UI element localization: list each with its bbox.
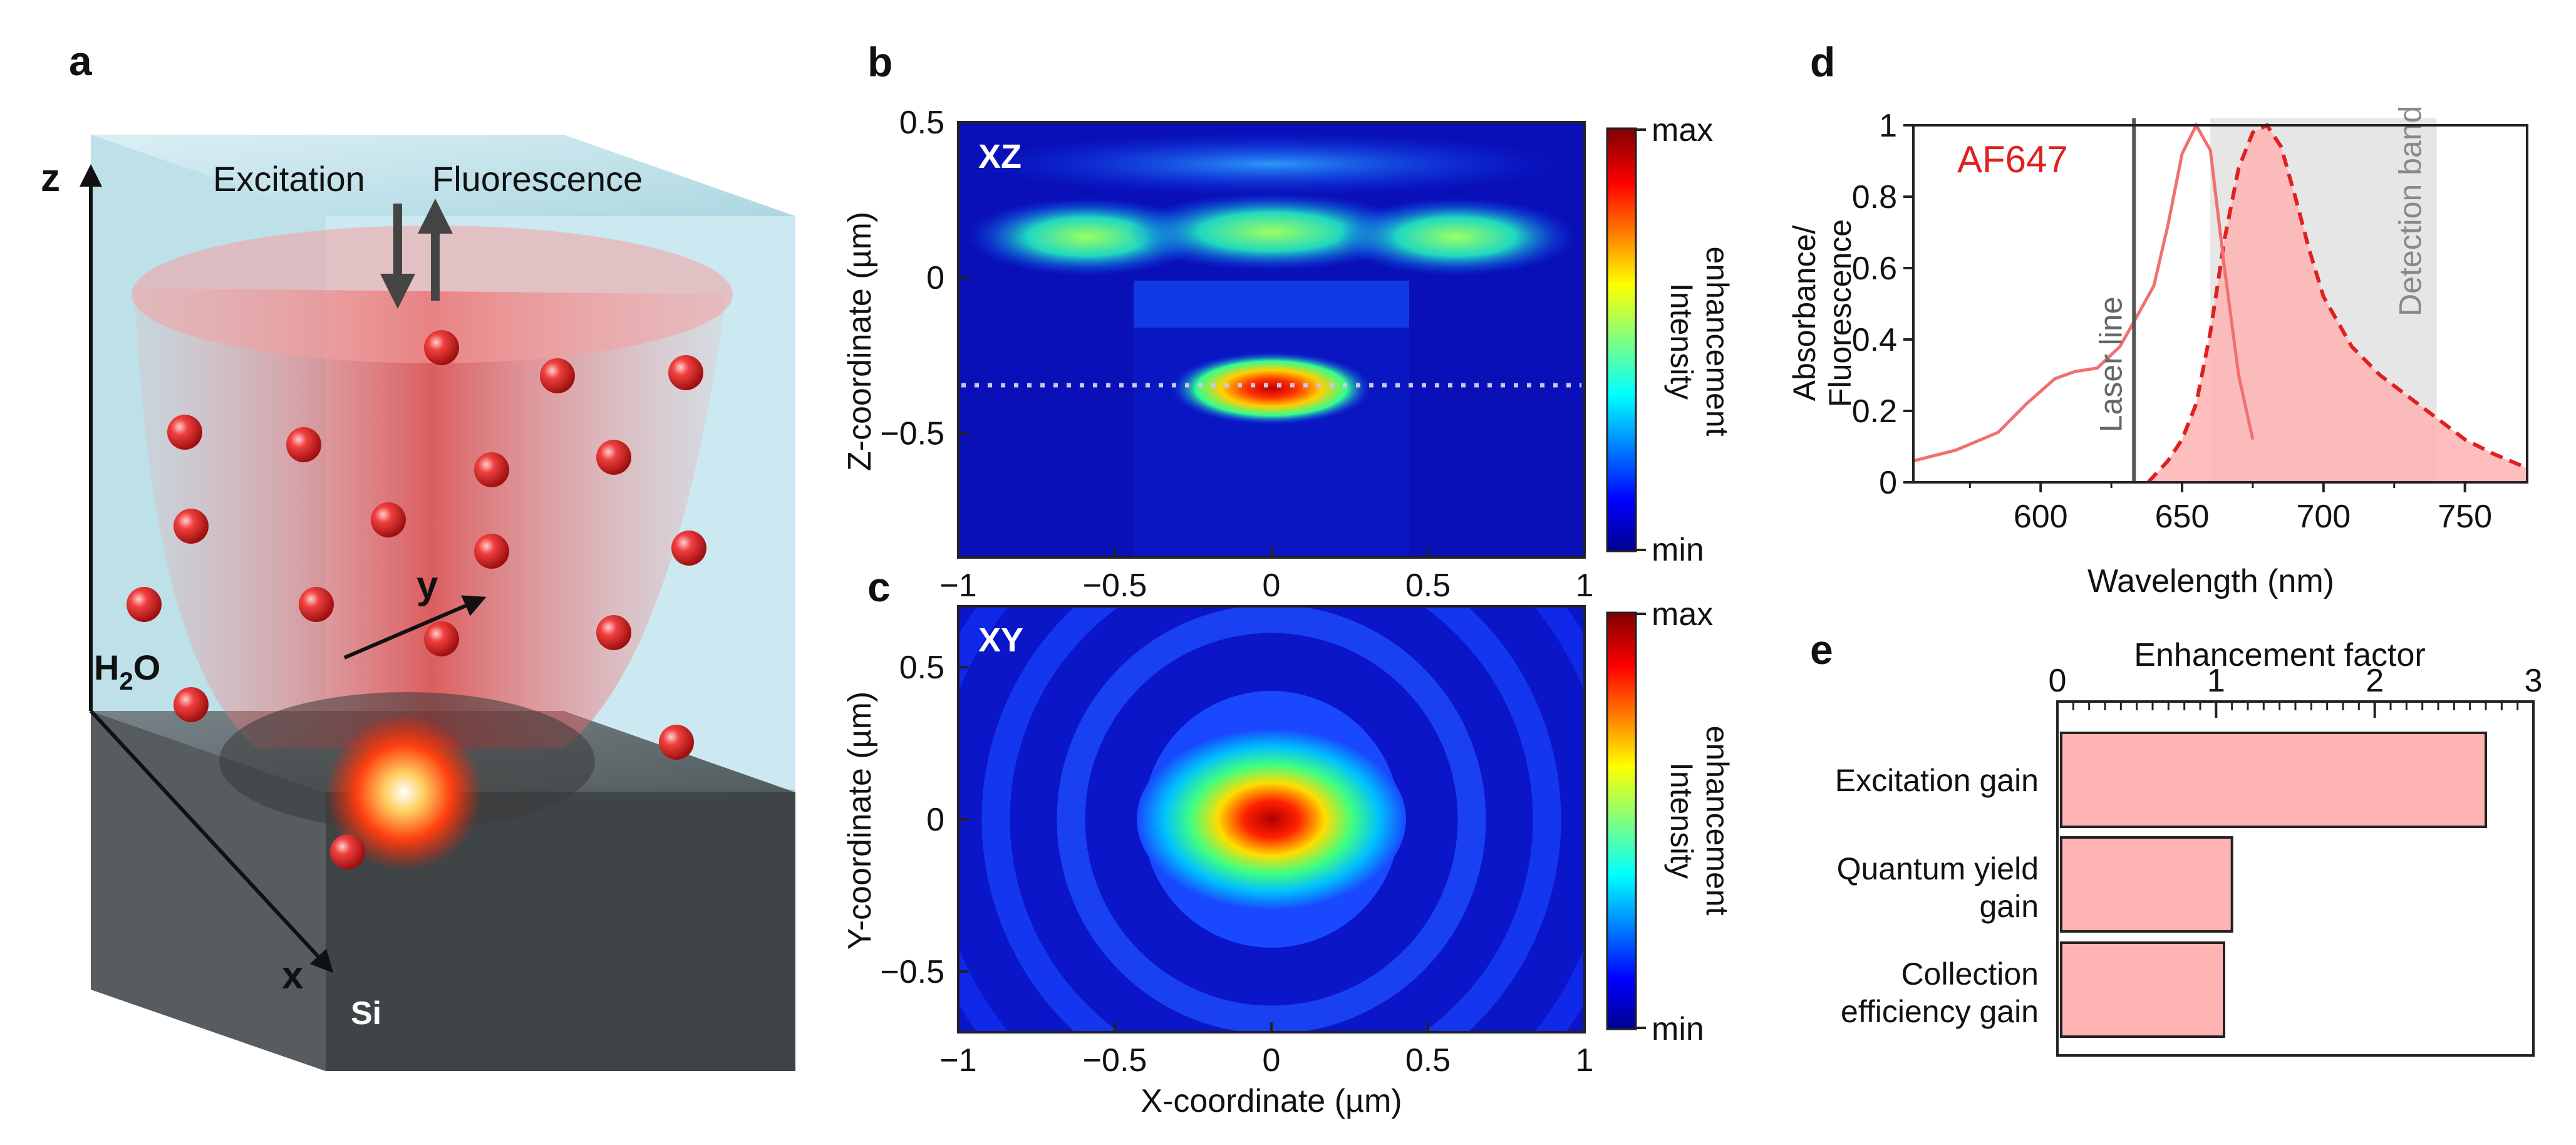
spectrum-ytick-label-3: 0.4 — [1852, 322, 1897, 358]
colorbar-c-label-2: enhancement — [1700, 725, 1735, 915]
spectrum-ytick-label-1: 0.8 — [1852, 179, 1897, 215]
water-label-h: H — [94, 648, 119, 687]
heatmap-xy-ticks: −1 −0.5 0 0.5 1 0.5 0 −0.5 — [880, 650, 1593, 1079]
spectrum-frame — [1912, 124, 2528, 484]
axis-label-z: z — [41, 157, 60, 200]
bar-xtick-label-2: 2 — [2366, 663, 2384, 699]
spectrum-xtick-label-1: 650 — [2155, 499, 2210, 535]
heatmap-xy-xtick-label-0: −1 — [939, 1042, 976, 1079]
heatmap-xy-xlabel: X-coordinate (µm) — [1141, 1083, 1402, 1119]
heatmap-xz-ticks: −1 −0.5 0 0.5 1 0.5 0 −0.5 — [880, 105, 1593, 604]
spectrum-ytick-label-0: 1 — [1879, 108, 1897, 144]
bar-xtick-label-3: 3 — [2525, 663, 2543, 699]
panel-label-e: e — [1810, 626, 1833, 673]
colorbar-c-max: max — [1652, 596, 1713, 633]
panel-label-c: c — [867, 564, 891, 610]
spectrum-ytick-label-5: 0 — [1879, 465, 1897, 501]
laser-line-label: Laser line — [2093, 297, 2128, 433]
fluorophores — [127, 330, 706, 869]
heatmap-xy-ylabel: Y-coordinate (µm) — [842, 692, 878, 950]
panel-b: b XZ −1 −0.5 0 0.5 1 0.5 0 −0.5 Z-coordinate (µ… — [842, 39, 1735, 604]
panel-label-d: d — [1810, 39, 1835, 85]
panel-label-b: b — [867, 39, 892, 85]
spectrum-ylabel-2: Fluorescence — [1823, 219, 1858, 407]
heatmap-xy-xtick-label-4: 1 — [1576, 1042, 1594, 1079]
water-label-o: O — [133, 648, 161, 687]
detection-band-label: Detection band — [2392, 106, 2428, 316]
colorbar-c — [1606, 611, 1637, 1030]
heatmap-xz-xtick-label-2: 0 — [1263, 567, 1281, 604]
excitation-beam-cone — [135, 288, 727, 749]
colorbar-b-max: max — [1652, 112, 1713, 148]
fluorescence-label: Fluorescence — [432, 159, 643, 199]
colorbar-b-min: min — [1652, 532, 1704, 568]
spectrum-xtick-label-2: 700 — [2296, 499, 2351, 535]
colorbar-b-label-2: enhancement — [1700, 246, 1735, 436]
bar-1 — [2060, 836, 2233, 933]
heatmap-xz-inset-label: XZ — [978, 138, 1022, 175]
bar-xtick-label-1: 1 — [2207, 663, 2225, 699]
spectrum-ytick-label-2: 0.6 — [1852, 251, 1897, 287]
spectrum-xtick-label-3: 750 — [2438, 499, 2492, 535]
panel-d: d Laser line Detection band 600 650 700 750 1 0… — [1787, 39, 2528, 599]
heatmap-xz-xtick-label-3: 0.5 — [1405, 567, 1451, 604]
heatmap-xy-ytick-label-2: −0.5 — [880, 954, 944, 990]
heatmap-xy-xtick-label-1: −0.5 — [1083, 1042, 1147, 1079]
spectrum-xlabel: Wavelength (nm) — [2087, 563, 2334, 599]
bar-chart-title: Enhancement factor — [2134, 637, 2425, 673]
bar-label-2-line2: efficiency gain — [1841, 994, 2039, 1029]
y-axis-line — [343, 595, 487, 660]
heatmap-xz-field — [968, 133, 1575, 556]
colorbar-c-min: min — [1652, 1011, 1704, 1047]
fluorescence-burst — [326, 714, 482, 871]
axis-label-y: y — [416, 564, 438, 607]
bar-0 — [2060, 732, 2487, 828]
heatmap-xz-ytick-label-2: −0.5 — [880, 415, 944, 452]
spectrum-title: AF647 — [1957, 138, 2068, 180]
bar-label-1-line1: Quantum yield — [1837, 851, 2039, 886]
heatmap-xz-xtick-label-4: 1 — [1576, 567, 1594, 604]
silicon-substrate-side — [326, 792, 795, 1071]
axis-label-x: x — [282, 954, 304, 997]
silicon-label: Si — [351, 995, 381, 1032]
spectrum-xtick-label-0: 600 — [2014, 499, 2068, 535]
heatmap-xz-xtick-label-1: −0.5 — [1083, 567, 1147, 604]
excitation-label: Excitation — [213, 159, 365, 199]
bar-2 — [2060, 941, 2225, 1038]
panel-c: c XY −1 −0.5 0 0.5 1 0.5 0 −0.5 Y-coordinate (µ… — [842, 564, 1735, 1119]
heatmap-xz-ytick-label-1: 0 — [926, 260, 944, 296]
spectrum-ytick-label-4: 0.2 — [1852, 393, 1897, 430]
heatmap-xy-ytick-label-0: 0.5 — [899, 650, 944, 686]
colorbar-b-label-1: Intensity — [1664, 283, 1699, 400]
water-label-subscript: 2 — [119, 668, 133, 695]
heatmap-xy-field — [958, 606, 1585, 1032]
bar-xtick-label-0: 0 — [2049, 663, 2067, 699]
panel-label-a: a — [69, 38, 93, 84]
x-axis-line — [89, 709, 334, 973]
fluorescence-curve — [2146, 123, 2528, 484]
bar-label-0-line1: Excitation gain — [1835, 763, 2039, 798]
spectrum-ylabel-1: Absorbance/ — [1787, 225, 1822, 402]
heatmap-xy-xtick-label-3: 0.5 — [1405, 1042, 1451, 1079]
colorbar-c-label-1: Intensity — [1664, 762, 1699, 879]
bar-label-1-line2: gain — [1979, 889, 2039, 924]
heatmap-xz-xtick-label-0: −1 — [939, 567, 976, 604]
heatmap-xz-ytick-label-0: 0.5 — [899, 105, 944, 141]
heatmap-xy-xtick-label-2: 0 — [1263, 1042, 1281, 1079]
panel-e: e Enhancement factor 0 1 2 3 Excitation gain… — [1810, 626, 2543, 1057]
heatmap-xz-ylabel: Z-coordinate (µm) — [842, 212, 878, 471]
spectrum-plot: Laser line Detection band 600 650 700 750 1 0.8… — [1852, 106, 2528, 535]
colorbar-b — [1606, 127, 1637, 552]
heatmap-xy-inset-label: XY — [978, 621, 1023, 659]
bar-label-2-line1: Collection — [1901, 956, 2039, 992]
water-label: H2O — [94, 648, 160, 695]
heatmap-xy-ytick-label-1: 0 — [926, 802, 944, 838]
panel-a: a — [41, 38, 795, 1071]
